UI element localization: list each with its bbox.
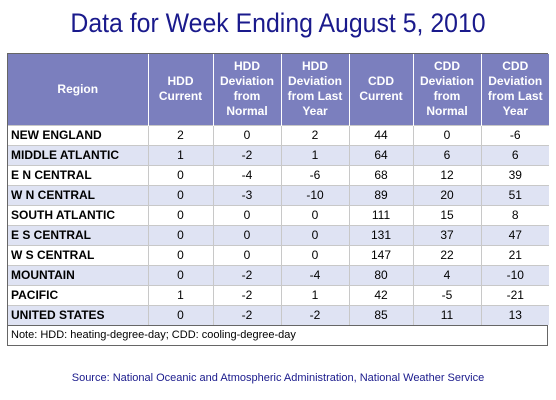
cell-cdd-current: 89 xyxy=(348,184,413,205)
table-body: NEW ENGLAND 2 0 2 44 0 -6 MIDDLE ATLANTIC 1 -2 1 64… xyxy=(8,124,549,325)
source-credit: Source: National Oceanic and Atmospheric… xyxy=(71,372,485,384)
cell-region: MOUNTAIN xyxy=(8,264,148,285)
cell-cdd-deviation-normal: -5 xyxy=(412,284,481,305)
cell-hdd-current: 0 xyxy=(147,244,213,265)
cell-cdd-deviation-last-year: 21 xyxy=(480,244,549,265)
cell-region: UNITED STATES xyxy=(8,304,148,325)
cell-hdd-deviation-normal: -2 xyxy=(212,304,281,325)
cell-hdd-deviation-normal: -2 xyxy=(212,284,281,305)
cell-cdd-deviation-last-year: 13 xyxy=(480,304,549,325)
cell-hdd-current: 1 xyxy=(147,144,213,165)
cell-cdd-deviation-last-year: 6 xyxy=(480,144,549,165)
cell-hdd-deviation-normal: 0 xyxy=(212,244,281,265)
cell-hdd-current: 0 xyxy=(147,304,213,325)
cell-region: MIDDLE ATLANTIC xyxy=(8,144,148,165)
cell-hdd-current: 0 xyxy=(147,184,213,205)
cell-cdd-deviation-normal: 22 xyxy=(412,244,481,265)
cell-cdd-current: 111 xyxy=(348,204,413,225)
cell-hdd-deviation-last-year: 0 xyxy=(280,224,349,245)
cell-cdd-deviation-normal: 11 xyxy=(412,304,481,325)
cell-hdd-deviation-last-year: -6 xyxy=(280,164,349,185)
cell-cdd-deviation-normal: 4 xyxy=(412,264,481,285)
cell-cdd-deviation-normal: 15 xyxy=(412,204,481,225)
cell-hdd-current: 0 xyxy=(147,164,213,185)
table-row: UNITED STATES 0 -2 -2 85 11 13 xyxy=(8,304,549,325)
table-row: E N CENTRAL 0 -4 -6 68 12 39 xyxy=(8,164,549,185)
column-header-hdd-current: HDD Current xyxy=(147,54,213,125)
column-header-hdd-deviation-last-year: HDD Deviation from Last Year xyxy=(280,54,349,125)
cell-hdd-deviation-normal: 0 xyxy=(212,124,281,145)
cell-hdd-deviation-normal: 0 xyxy=(212,224,281,245)
cell-cdd-deviation-last-year: 8 xyxy=(480,204,549,225)
cell-hdd-deviation-last-year: 1 xyxy=(280,144,349,165)
cell-cdd-deviation-last-year: -10 xyxy=(480,264,549,285)
data-table-container: Region HDD Current HDD Deviation from No… xyxy=(7,53,549,346)
cell-hdd-deviation-last-year: 1 xyxy=(280,284,349,305)
cell-hdd-deviation-last-year: 0 xyxy=(280,244,349,265)
column-header-cdd-deviation-normal: CDD Deviation from Normal xyxy=(412,54,481,125)
cell-region: W S CENTRAL xyxy=(8,244,148,265)
cell-cdd-current: 68 xyxy=(348,164,413,185)
column-header-cdd-deviation-last-year: CDD Deviation from Last Year xyxy=(480,54,549,125)
cell-region: PACIFIC xyxy=(8,284,148,305)
cell-hdd-current: 0 xyxy=(147,264,213,285)
cell-hdd-deviation-normal: -4 xyxy=(212,164,281,185)
table-row: W S CENTRAL 0 0 0 147 22 21 xyxy=(8,244,549,265)
table-row: SOUTH ATLANTIC 0 0 0 111 15 8 xyxy=(8,204,549,225)
cell-cdd-deviation-last-year: -21 xyxy=(480,284,549,305)
cell-hdd-deviation-last-year: -2 xyxy=(280,304,349,325)
cell-region: NEW ENGLAND xyxy=(8,124,148,145)
cell-cdd-deviation-normal: 20 xyxy=(412,184,481,205)
cell-cdd-current: 64 xyxy=(348,144,413,165)
cell-cdd-deviation-last-year: 51 xyxy=(480,184,549,205)
cell-region: W N CENTRAL xyxy=(8,184,148,205)
cell-cdd-current: 85 xyxy=(348,304,413,325)
table-row: PACIFIC 1 -2 1 42 -5 -21 xyxy=(8,284,549,305)
cell-region: E N CENTRAL xyxy=(8,164,148,185)
cell-cdd-current: 44 xyxy=(348,124,413,145)
table-row: NEW ENGLAND 2 0 2 44 0 -6 xyxy=(8,124,549,145)
cell-cdd-current: 147 xyxy=(348,244,413,265)
cell-hdd-deviation-last-year: -10 xyxy=(280,184,349,205)
cell-cdd-deviation-normal: 37 xyxy=(412,224,481,245)
cell-cdd-deviation-last-year: 47 xyxy=(480,224,549,245)
table-note: Note: HDD: heating-degree-day; CDD: cool… xyxy=(8,324,547,345)
table-row: E S CENTRAL 0 0 0 131 37 47 xyxy=(8,224,549,245)
column-header-cdd-current: CDD Current xyxy=(348,54,413,125)
cell-hdd-current: 0 xyxy=(147,204,213,225)
chart-title: Data for Week Ending August 5, 2010 xyxy=(70,8,486,38)
table-header-row: Region HDD Current HDD Deviation from No… xyxy=(8,54,549,125)
cell-hdd-deviation-normal: -2 xyxy=(212,264,281,285)
cell-hdd-deviation-last-year: -4 xyxy=(280,264,349,285)
cell-hdd-deviation-last-year: 0 xyxy=(280,204,349,225)
cell-region: SOUTH ATLANTIC xyxy=(8,204,148,225)
cell-cdd-current: 42 xyxy=(348,284,413,305)
cell-cdd-deviation-last-year: -6 xyxy=(480,124,549,145)
cell-cdd-deviation-normal: 12 xyxy=(412,164,481,185)
cell-hdd-deviation-normal: -3 xyxy=(212,184,281,205)
column-header-hdd-deviation-normal: HDD Deviation from Normal xyxy=(212,54,281,125)
table-row: MOUNTAIN 0 -2 -4 80 4 -10 xyxy=(8,264,549,285)
table-row: W N CENTRAL 0 -3 -10 89 20 51 xyxy=(8,184,549,205)
cell-hdd-deviation-normal: 0 xyxy=(212,204,281,225)
cell-hdd-deviation-normal: -2 xyxy=(212,144,281,165)
table-row: MIDDLE ATLANTIC 1 -2 1 64 6 6 xyxy=(8,144,549,165)
cell-hdd-current: 1 xyxy=(147,284,213,305)
cell-region: E S CENTRAL xyxy=(8,224,148,245)
cell-cdd-deviation-normal: 0 xyxy=(412,124,481,145)
cell-cdd-deviation-normal: 6 xyxy=(412,144,481,165)
cell-cdd-current: 131 xyxy=(348,224,413,245)
column-header-region: Region xyxy=(8,54,148,125)
cell-cdd-current: 80 xyxy=(348,264,413,285)
cell-cdd-deviation-last-year: 39 xyxy=(480,164,549,185)
cell-hdd-current: 2 xyxy=(147,124,213,145)
data-table: Region HDD Current HDD Deviation from No… xyxy=(8,54,549,325)
cell-hdd-deviation-last-year: 2 xyxy=(280,124,349,145)
cell-hdd-current: 0 xyxy=(147,224,213,245)
